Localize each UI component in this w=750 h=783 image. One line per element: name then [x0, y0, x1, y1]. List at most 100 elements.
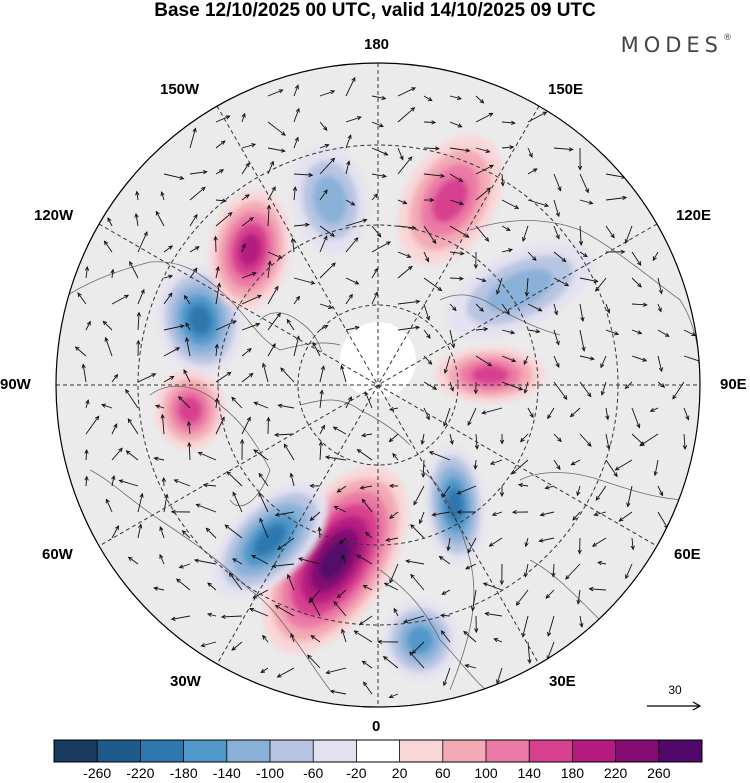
- wind-arrow: [241, 143, 257, 149]
- wind-arrow: [159, 526, 165, 539]
- wind-arrow: [134, 212, 139, 227]
- wind-arrow: [527, 147, 533, 158]
- wind-arrow: [473, 251, 479, 270]
- wind-arrow: [446, 537, 451, 552]
- wind-arrow: [185, 322, 191, 331]
- wind-arrow: [442, 667, 451, 687]
- wind-arrow: [482, 582, 503, 591]
- wind-arrow: [125, 450, 139, 461]
- wind-arrow: [319, 143, 330, 149]
- wind-arrow: [215, 140, 226, 149]
- wind-arrow: [262, 362, 269, 383]
- wind-arrow: [474, 615, 479, 634]
- wind-arrow: [657, 303, 662, 313]
- wind-arrow: [280, 367, 295, 383]
- colorbar-swatch: [615, 740, 660, 762]
- graticule: [56, 63, 700, 707]
- wind-arrow: [111, 475, 116, 487]
- wind-arrow: [107, 217, 113, 227]
- wind-arrow: [345, 199, 356, 206]
- wind-arrow: [84, 475, 89, 487]
- colorbar-swatch: [658, 740, 703, 762]
- colorbar-label: -140: [212, 765, 241, 781]
- wind-arrow: [475, 95, 485, 104]
- wind-arrow: [449, 95, 463, 100]
- wind-arrow: [547, 615, 555, 637]
- wind-arrow: [160, 413, 165, 435]
- reference-vector-head: [692, 701, 702, 711]
- anomaly-positive-pacific-contour: [431, 177, 469, 223]
- wind-arrow: [499, 486, 505, 498]
- wind-arrow: [81, 363, 87, 383]
- wind-arrow: [312, 341, 321, 357]
- wind-arrow: [213, 235, 218, 253]
- wind-arrow: [293, 172, 314, 178]
- wind-arrow: [527, 303, 543, 312]
- anomaly-negative-mediterranean-contour: [406, 626, 434, 654]
- wind-arrow: [241, 294, 263, 305]
- wind-arrow: [215, 282, 222, 305]
- wind-arrow: [410, 573, 425, 591]
- lon-label-30w: 30W: [170, 673, 201, 690]
- wind-arrow: [267, 251, 283, 259]
- wind-arrow: [341, 554, 347, 565]
- wind-arrow: [501, 248, 514, 253]
- wind-arrow: [260, 667, 269, 674]
- wind-arrow: [163, 292, 173, 305]
- wind-arrow: [631, 329, 643, 335]
- wind-arrow: [423, 303, 430, 321]
- lon-label-150w: 150W: [160, 81, 200, 98]
- wind-arrow: [475, 147, 491, 153]
- wind-arrow: [527, 329, 541, 334]
- wind-arrow: [579, 329, 586, 352]
- wind-arrow: [553, 251, 567, 263]
- lon-label-0: 0: [372, 718, 381, 735]
- colorbar-swatch: [54, 740, 98, 762]
- wind-arrow: [137, 523, 143, 539]
- wind-arrow: [137, 373, 157, 383]
- wind-arrow: [293, 295, 301, 305]
- anomaly-positive-siberia: [435, 347, 545, 403]
- anomaly-positive-hudson: [155, 370, 225, 450]
- wind-arrow: [605, 459, 618, 478]
- wind-arrow: [371, 173, 388, 179]
- wind-arrow: [186, 420, 192, 435]
- wind-arrow: [251, 554, 269, 565]
- wind-arrow: [159, 553, 165, 565]
- wind-arrow: [361, 433, 373, 438]
- wind-arrow: [267, 147, 286, 153]
- wind-arrow: [630, 537, 635, 551]
- colorbar-swatch: [399, 740, 444, 762]
- wind-arrow: [371, 225, 382, 238]
- wind-arrow: [423, 407, 430, 421]
- wind-arrow: [449, 251, 465, 256]
- anomaly-negative-mediterranean: [382, 600, 458, 680]
- wind-arrow: [501, 303, 510, 315]
- wind-arrow: [423, 197, 435, 203]
- wind-arrow: [397, 156, 413, 175]
- wind-arrow: [84, 448, 89, 461]
- wind-arrow: [649, 407, 659, 412]
- anomaly-positive-alaska: [209, 190, 291, 310]
- wind-arrow: [579, 303, 585, 323]
- wind-arrow: [475, 112, 494, 123]
- wind-arrow: [173, 479, 191, 487]
- wind-arrow: [310, 634, 321, 643]
- wind-arrow: [402, 615, 425, 624]
- wind-arrow: [625, 563, 633, 580]
- anomaly-positive-siberia-contour: [470, 365, 510, 385]
- wind-arrow: [189, 213, 198, 227]
- wind-arrow: [499, 433, 505, 445]
- wind-arrow: [501, 329, 516, 335]
- wind-arrow: [522, 225, 529, 242]
- colorbar-swatch: [313, 740, 357, 762]
- wind-arrow: [307, 654, 321, 669]
- reference-vector-label: 30: [668, 683, 682, 697]
- wind-arrow: [524, 537, 529, 548]
- wind-arrow: [293, 277, 316, 285]
- wind-arrow: [553, 199, 560, 218]
- wind-arrow: [657, 329, 670, 337]
- wind-arrow: [319, 157, 336, 175]
- modes-logo-text: MODES: [620, 33, 723, 57]
- wind-arrow: [493, 638, 503, 643]
